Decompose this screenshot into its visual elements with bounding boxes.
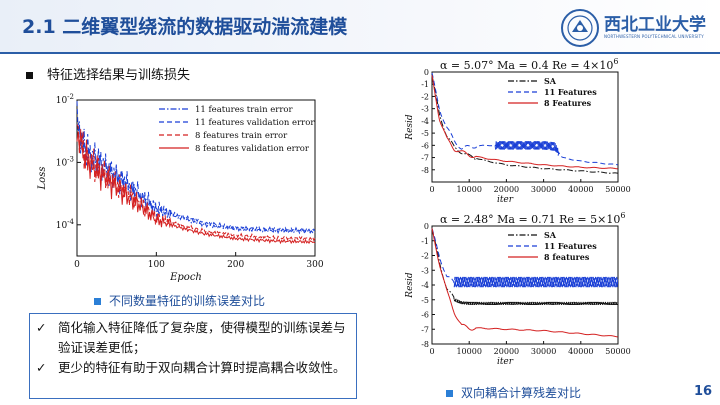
- series-line: [431, 75, 618, 174]
- y-tick-label: -3: [421, 105, 429, 114]
- x-tick-label: 0: [429, 347, 434, 356]
- chart-title: α = 2.48° Ma = 0.71 Re = 5×106: [440, 211, 625, 226]
- y-tick-label: 0: [424, 68, 429, 77]
- residual-chart-top: α = 5.07° Ma = 0.4 Re = 4×106 0 10000 20000…: [402, 56, 632, 208]
- residual-chart-bottom-svg: α = 2.48° Ma = 0.71 Re = 5×106 0 10000 2000…: [405, 211, 631, 367]
- summary-item-text: 更少的特征有助于双向耦合计算时提高耦合收敛性。: [58, 360, 346, 375]
- caption-bullet-icon: [94, 298, 101, 305]
- y-tick-label: -8: [421, 340, 429, 349]
- y-tick-label: -1: [421, 237, 429, 246]
- right-caption-text: 双向耦合计算残差对比: [461, 386, 582, 400]
- y-tick-label: -5: [421, 296, 429, 305]
- y-tick-label: -4: [421, 117, 429, 126]
- x-tick-label: 30000: [531, 347, 556, 356]
- chart-title: α = 5.07° Ma = 0.4 Re = 4×106: [440, 57, 618, 72]
- y-tick-label: -7: [421, 154, 429, 163]
- university-emblem-icon: [561, 9, 599, 47]
- y-tick-label: -6: [421, 311, 429, 320]
- section-heading-text: 特征选择结果与训练损失: [47, 68, 191, 83]
- y-tick-label: -4: [421, 281, 429, 290]
- residual-chart-bottom: α = 2.48° Ma = 0.71 Re = 5×106 0 10000 2000…: [402, 210, 632, 370]
- page-number: 16: [694, 384, 713, 399]
- section-heading: 特征选择结果与训练损失: [26, 64, 190, 83]
- slide-header: [0, 0, 720, 52]
- y-tick-label: -5: [421, 129, 429, 138]
- y-tick-label: -2: [421, 92, 429, 101]
- plot-frame: [76, 99, 316, 257]
- legend-label: 11 Features: [544, 241, 597, 251]
- logo-subtitle: NORTHWESTERN POLYTECHNICAL UNIVERSITY: [604, 34, 704, 39]
- x-axis-label: iter: [497, 195, 514, 205]
- check-icon: ✓: [36, 360, 47, 375]
- y-axis-label: Loss: [37, 167, 48, 191]
- y-tick-label: -7: [421, 325, 429, 334]
- legend-label: 8 features train error: [195, 131, 288, 141]
- x-tick-label: 200: [227, 260, 244, 270]
- x-tick-label: 40000: [568, 185, 593, 194]
- y-axis-label: Resid: [405, 272, 415, 299]
- y-tick-label: -1: [421, 80, 429, 89]
- loss-chart: 0 100 200 300 10-2 10-3 10-4 Epoch Loss 11 featur…: [33, 92, 325, 284]
- series-line: [431, 72, 618, 166]
- series-line: [76, 131, 316, 245]
- y-tick-label: -6: [421, 141, 429, 150]
- y-axis-label: Resid: [405, 114, 415, 141]
- plot-frame: [431, 71, 619, 183]
- x-tick-label: 30000: [531, 185, 556, 194]
- header-divider: [0, 52, 720, 54]
- legend-label: 8 features: [544, 252, 590, 262]
- x-tick-label: 10000: [456, 347, 481, 356]
- x-tick-label: 0: [74, 260, 80, 270]
- series-line: [77, 121, 316, 235]
- series-line: [76, 124, 316, 242]
- y-tick-label: 10-3: [56, 155, 74, 168]
- summary-box: ✓ 简化输入特征降低了复杂度，使得模型的训练误差与验证误差更低； ✓ 更少的特征…: [29, 313, 357, 399]
- y-tick-label: -3: [421, 266, 429, 275]
- x-tick-label: 50000: [605, 347, 630, 356]
- summary-item-text: 简化输入特征降低了复杂度，使得模型的训练误差与验证误差更低；: [58, 320, 346, 355]
- y-tick-label: 10-2: [56, 93, 74, 106]
- legend-label: SA: [544, 230, 557, 240]
- x-tick-label: 300: [306, 260, 323, 270]
- slide-title: 2.1 二维翼型绕流的数据驱动湍流建模: [22, 16, 348, 38]
- x-axis-label: Epoch: [169, 272, 202, 283]
- series-line: [76, 101, 315, 233]
- residual-chart-top-svg: α = 5.07° Ma = 0.4 Re = 4×106 0 10000 20000…: [405, 57, 631, 205]
- series-line: [431, 228, 618, 338]
- x-tick-label: 20000: [494, 185, 519, 194]
- x-axis-label: iter: [497, 357, 514, 367]
- x-tick-label: 0: [429, 185, 434, 194]
- square-bullet-icon: [26, 72, 33, 79]
- legend-label: 11 features validation error: [195, 118, 315, 128]
- left-caption: 不同数量特征的训练误差对比: [94, 292, 265, 309]
- legend-label: 8 features validation error: [195, 144, 310, 154]
- legend-label: 11 features train error: [195, 105, 294, 115]
- series-line: [431, 75, 618, 170]
- x-tick-label: 40000: [568, 347, 593, 356]
- caption-bullet-icon: [446, 390, 453, 397]
- y-tick-label: -8: [421, 166, 429, 175]
- legend-label: 11 Features: [544, 87, 597, 97]
- y-tick-label: 0: [424, 222, 429, 231]
- x-tick-label: 100: [148, 260, 165, 270]
- loss-chart-svg: 0 100 200 300 10-2 10-3 10-4 Epoch Loss 11 featur…: [37, 93, 324, 283]
- right-caption: 双向耦合计算残差对比: [446, 384, 581, 401]
- logo-text: 西北工业大学: [604, 15, 706, 35]
- x-tick-label: 20000: [494, 347, 519, 356]
- y-tick-label: -2: [421, 252, 429, 261]
- legend-label: 8 Features: [544, 98, 592, 108]
- check-icon: ✓: [36, 320, 47, 335]
- university-logo: 西北工业大学 NORTHWESTERN POLYTECHNICAL UNIVER…: [560, 8, 710, 48]
- series-line: [431, 228, 619, 288]
- left-caption-text: 不同数量特征的训练误差对比: [109, 294, 266, 308]
- legend-label: SA: [544, 76, 557, 86]
- x-tick-label: 50000: [605, 185, 630, 194]
- series-line: [431, 228, 619, 306]
- x-tick-label: 10000: [456, 185, 481, 194]
- y-tick-label: 10-4: [56, 218, 75, 231]
